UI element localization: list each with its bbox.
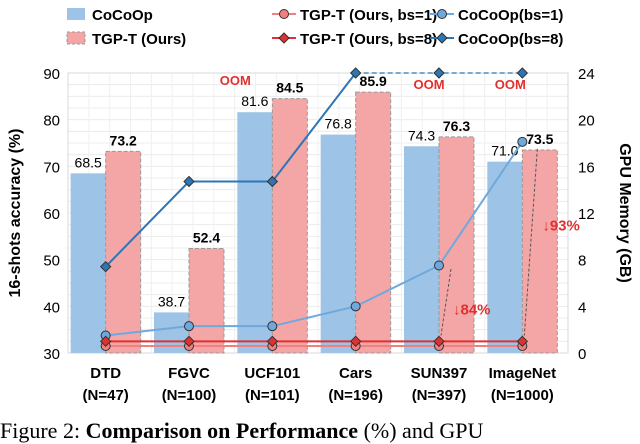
y2-tick-label: 0 (578, 346, 586, 363)
x-tick-label: UCF101 (244, 365, 300, 382)
caption-rest: (%) and GPU (358, 418, 484, 443)
bar-value-label: 71.0 (491, 143, 518, 159)
y2-tick-label: 24 (578, 66, 595, 83)
bar-cocoop (320, 134, 356, 353)
bar-cocoop (70, 173, 106, 353)
x-tick-label: ImageNet (489, 365, 557, 382)
y-tick-label: 30 (43, 346, 60, 363)
y-tick-label: 80 (43, 113, 60, 130)
oom-label: OOM (220, 73, 251, 88)
marker-diamond (433, 335, 445, 348)
x-tick-label: FGVC (168, 365, 210, 382)
marker-diamond (183, 175, 195, 188)
oom-label: OOM (495, 77, 526, 92)
chart: 30 40 50 60 70 80 90 0 4 8 12 16 20 24 16-shots accura… (7, 7, 633, 404)
y2-axis-label: GPU Memory (GB) (616, 143, 633, 283)
marker-diamond (266, 335, 279, 348)
reduction-label: ↓93% (542, 218, 580, 235)
x-tick-label: DTD (90, 365, 121, 382)
y2-tick-label: 20 (578, 113, 595, 130)
x-tick-label: SUN397 (411, 365, 468, 382)
bar-value-label: 52.4 (193, 229, 220, 245)
bar-tgpt (438, 136, 475, 354)
caption-prefix: Figure 2: (0, 418, 86, 443)
legend-marker-circle (437, 9, 447, 19)
legend-label: CoCoOp (92, 7, 153, 24)
x-tick-label: (N=100) (162, 387, 217, 404)
marker-diamond (99, 260, 112, 273)
caption-bold: Comparison on Performance (85, 418, 359, 443)
marker-circle (267, 321, 278, 332)
bar-cocoop (487, 161, 523, 353)
legend-swatch (66, 31, 86, 45)
x-tick-label: Cars (339, 365, 372, 382)
bar-tgpt (521, 149, 558, 354)
legend-swatch (67, 8, 85, 20)
bar-tgpt (188, 247, 225, 354)
x-tick-label: (N=1000) (491, 387, 554, 404)
bar-tgpt (271, 98, 308, 354)
reduction-label: ↓84% (453, 302, 491, 319)
y2-tick-label: 4 (578, 299, 586, 316)
bar-tgpt (105, 150, 142, 354)
marker-diamond (516, 67, 529, 79)
dashed-arrow (523, 148, 538, 336)
y2-tick-label: 12 (578, 206, 595, 223)
marker-diamond (99, 335, 112, 348)
bar-value-label: 76.3 (443, 118, 470, 134)
bar-value-label: 76.8 (325, 116, 352, 132)
legend-label: CoCoOp(bs=1) (458, 7, 563, 24)
x-tick-label: (N=196) (328, 387, 383, 404)
line-1 (105, 141, 524, 337)
bar-value-label: 73.2 (110, 132, 137, 148)
bar-cocoop (404, 146, 439, 353)
x-tick-label: (N=47) (83, 387, 129, 404)
y2-tick-label: 16 (578, 159, 595, 176)
legend-label: CoCoOp(bs=8) (458, 31, 563, 48)
marker-circle (184, 321, 194, 332)
marker-diamond (349, 67, 362, 79)
bar-value-label: 85.9 (360, 73, 387, 89)
figure-caption: Figure 2: Comparison on Performance (%) … (0, 418, 483, 444)
y2-tick-label: 8 (578, 253, 586, 270)
bar-value-label: 81.6 (241, 93, 268, 109)
marker-circle (434, 260, 444, 271)
legend-marker-diamond (278, 32, 290, 44)
legend-label: TGP-T (Ours, bs=8) (300, 31, 437, 48)
y-tick-label: 40 (43, 299, 60, 316)
x-tick-label: (N=397) (412, 387, 467, 404)
marker-circle (350, 301, 361, 312)
bar-cocoop (237, 112, 273, 353)
dashed-arrow (440, 268, 452, 336)
bar-value-label: 73.5 (526, 131, 553, 147)
y-tick-label: 60 (43, 206, 60, 223)
marker-diamond (266, 175, 279, 188)
marker-circle (517, 136, 528, 147)
y-axis-label: 16-shots accuracy (%) (7, 129, 24, 298)
y-tick-label: 70 (43, 159, 60, 176)
marker-diamond (183, 335, 195, 348)
legend-marker-diamond (436, 32, 448, 44)
line-3 (104, 72, 357, 268)
marker-diamond (516, 335, 529, 348)
plot-frame (67, 72, 569, 354)
bar-value-label: 38.7 (158, 293, 185, 309)
marker-diamond (349, 335, 362, 348)
marker-diamond (433, 67, 445, 79)
bar-value-label: 74.3 (408, 127, 435, 143)
oom-label: OOM (413, 77, 444, 92)
x-tick-label: (N=101) (245, 387, 300, 404)
legend-marker-circle (279, 9, 289, 19)
y-tick-label: 90 (43, 66, 60, 83)
legend-label: TGP-T (Ours, bs=1) (300, 7, 437, 24)
bar-value-label: 68.5 (75, 154, 102, 170)
legend-label: TGP-T (Ours) (92, 31, 186, 48)
bar-value-label: 84.5 (276, 80, 303, 96)
y-tick-label: 50 (43, 253, 60, 270)
bar-tgpt (355, 91, 392, 354)
